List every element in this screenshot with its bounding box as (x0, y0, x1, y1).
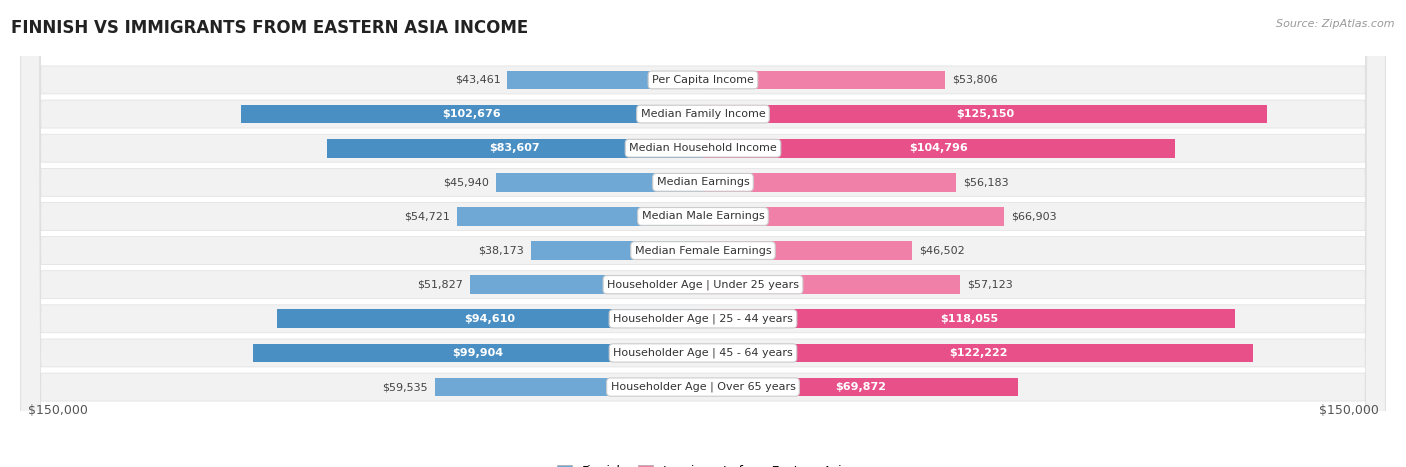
Text: $53,806: $53,806 (952, 75, 998, 85)
Bar (508, 71, 703, 89)
Text: Householder Age | 45 - 64 years: Householder Age | 45 - 64 years (613, 348, 793, 358)
FancyBboxPatch shape (21, 0, 1385, 467)
FancyBboxPatch shape (21, 0, 1385, 467)
Text: Median Female Earnings: Median Female Earnings (634, 246, 772, 255)
Bar (703, 207, 1004, 226)
Text: $46,502: $46,502 (920, 246, 965, 255)
FancyBboxPatch shape (21, 0, 1385, 467)
Text: $56,183: $56,183 (963, 177, 1008, 187)
Bar (703, 310, 1234, 328)
Bar (470, 276, 703, 294)
Bar (703, 241, 912, 260)
Text: Householder Age | Over 65 years: Householder Age | Over 65 years (610, 382, 796, 392)
FancyBboxPatch shape (21, 0, 1385, 467)
Bar (703, 71, 945, 89)
Bar (326, 139, 703, 157)
Text: Median Household Income: Median Household Income (628, 143, 778, 153)
Text: $94,610: $94,610 (464, 314, 516, 324)
Bar (496, 173, 703, 191)
Text: Median Earnings: Median Earnings (657, 177, 749, 187)
FancyBboxPatch shape (21, 0, 1385, 467)
Bar (277, 310, 703, 328)
Text: $59,535: $59,535 (382, 382, 429, 392)
FancyBboxPatch shape (21, 0, 1385, 467)
Bar (703, 105, 1267, 123)
Bar (531, 241, 703, 260)
Bar (703, 276, 960, 294)
Text: Householder Age | 25 - 44 years: Householder Age | 25 - 44 years (613, 313, 793, 324)
FancyBboxPatch shape (21, 0, 1385, 467)
Text: $66,903: $66,903 (1011, 212, 1057, 221)
Legend: Finnish, Immigrants from Eastern Asia: Finnish, Immigrants from Eastern Asia (553, 460, 853, 467)
Text: $51,827: $51,827 (418, 280, 463, 290)
Text: $104,796: $104,796 (910, 143, 969, 153)
Text: $69,872: $69,872 (835, 382, 886, 392)
Bar (457, 207, 703, 226)
Text: $54,721: $54,721 (404, 212, 450, 221)
Bar (434, 378, 703, 396)
Text: Median Family Income: Median Family Income (641, 109, 765, 119)
Bar (703, 139, 1175, 157)
Text: FINNISH VS IMMIGRANTS FROM EASTERN ASIA INCOME: FINNISH VS IMMIGRANTS FROM EASTERN ASIA … (11, 19, 529, 37)
Text: $38,173: $38,173 (478, 246, 524, 255)
Text: Householder Age | Under 25 years: Householder Age | Under 25 years (607, 279, 799, 290)
Text: $99,904: $99,904 (453, 348, 503, 358)
FancyBboxPatch shape (21, 0, 1385, 467)
Text: $57,123: $57,123 (967, 280, 1012, 290)
Text: Median Male Earnings: Median Male Earnings (641, 212, 765, 221)
FancyBboxPatch shape (21, 0, 1385, 467)
Text: $118,055: $118,055 (939, 314, 998, 324)
Bar (703, 173, 956, 191)
Bar (240, 105, 703, 123)
Text: $122,222: $122,222 (949, 348, 1008, 358)
FancyBboxPatch shape (21, 0, 1385, 467)
Text: $45,940: $45,940 (443, 177, 489, 187)
Bar (703, 378, 1018, 396)
Text: Per Capita Income: Per Capita Income (652, 75, 754, 85)
Text: $102,676: $102,676 (443, 109, 501, 119)
Text: $43,461: $43,461 (454, 75, 501, 85)
Text: $150,000: $150,000 (28, 404, 87, 417)
Text: $150,000: $150,000 (1319, 404, 1378, 417)
Text: $125,150: $125,150 (956, 109, 1014, 119)
Text: $83,607: $83,607 (489, 143, 540, 153)
Bar (703, 344, 1253, 362)
Bar (253, 344, 703, 362)
Text: Source: ZipAtlas.com: Source: ZipAtlas.com (1277, 19, 1395, 28)
